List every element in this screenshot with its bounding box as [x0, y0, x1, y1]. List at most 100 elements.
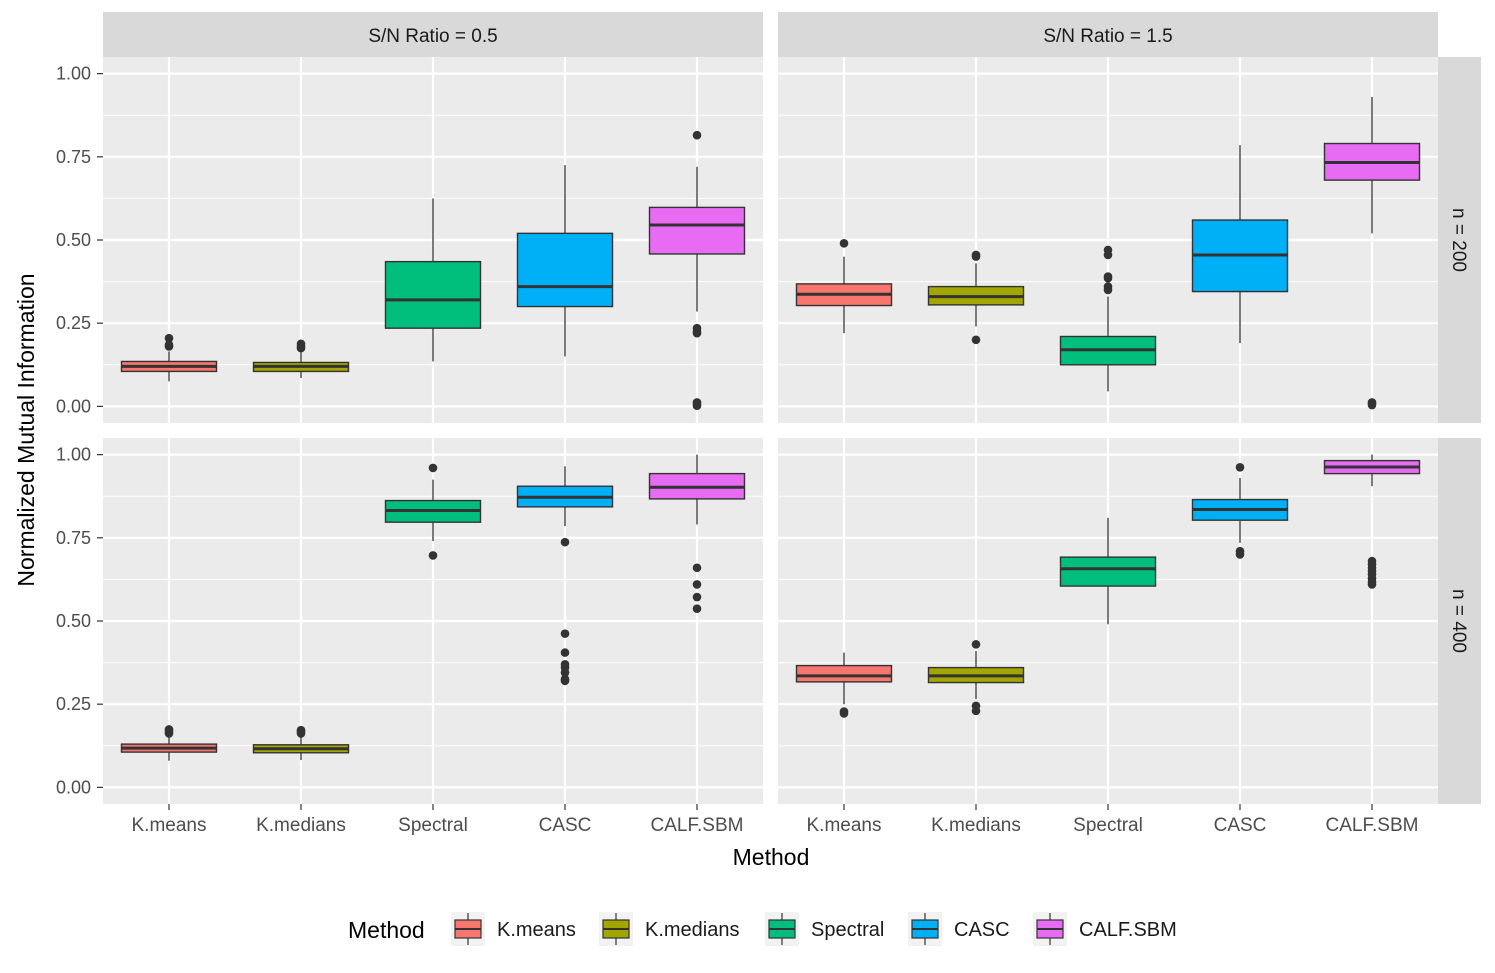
outlier-point: [560, 629, 570, 638]
outlier-point: [296, 339, 306, 349]
legend-label: Spectral: [811, 919, 884, 941]
legend-label: CASC: [954, 919, 1010, 941]
facet-strip-row-2: [1438, 438, 1481, 804]
outlier-point: [296, 725, 306, 735]
box-spectral: [1059, 245, 1157, 392]
y-tick-label: 0.25: [56, 313, 91, 333]
x-tick-label: K.means: [132, 815, 207, 836]
facet-label-row-2: n = 400: [1448, 589, 1469, 653]
legend-item-k-medians: K.medians: [599, 912, 740, 946]
facet-label-row-1: n = 200: [1448, 208, 1469, 272]
box-k-means: [795, 239, 893, 334]
outlier-point: [971, 250, 981, 260]
box-k-means: [120, 725, 218, 761]
box-iqr: [384, 260, 482, 329]
legend-label: K.means: [497, 919, 576, 941]
x-tick-label: K.medians: [931, 815, 1021, 836]
outlier-point: [971, 335, 981, 345]
legend: Method K.means K.medians Spectral CASC CALF.…: [348, 912, 1177, 946]
boxes-r2-c1: [120, 454, 746, 761]
y-tick-label: 0.00: [56, 777, 91, 797]
outlier-point: [1103, 245, 1113, 255]
outlier-point: [971, 639, 981, 649]
box-k-medians: [927, 639, 1025, 716]
legend-label: CALF.SBM: [1079, 919, 1177, 941]
y-tick-label: 0.50: [56, 611, 91, 631]
box-calf-sbm: [1323, 96, 1421, 410]
outlier-point: [164, 340, 174, 350]
x-tick-label: CALF.SBM: [1326, 815, 1419, 836]
outlier-point: [692, 604, 702, 613]
box-iqr: [648, 206, 746, 255]
y-tick-label: 1.00: [56, 64, 91, 84]
facet-strips: S/N Ratio = 0.5 S/N Ratio = 1.5 n = 200 n =…: [103, 12, 1481, 804]
boxes-r1-c1: [120, 130, 746, 410]
box-calf-sbm: [648, 130, 746, 410]
outlier-point: [1367, 400, 1377, 410]
legend-label: K.medians: [645, 919, 740, 941]
box-k-medians: [252, 339, 350, 379]
outlier-point: [560, 537, 570, 547]
x-tick-label: CASC: [1214, 815, 1267, 836]
outlier-point: [428, 463, 438, 473]
box-spectral: [1059, 517, 1157, 625]
x-tick-label: CASC: [539, 815, 592, 836]
outlier-point: [428, 551, 438, 560]
outlier-point: [692, 130, 702, 140]
box-k-medians: [252, 725, 350, 761]
outlier-point: [164, 725, 174, 734]
facet-strip-col-1: [103, 12, 763, 57]
outlier-point: [692, 563, 702, 573]
box-k-means: [120, 333, 218, 382]
box-spectral: [384, 198, 482, 362]
box-iqr: [516, 232, 614, 308]
box-calf-sbm: [648, 454, 746, 613]
box-iqr: [795, 664, 893, 683]
x-axis-title: Method: [733, 844, 810, 870]
outlier-point: [560, 668, 570, 677]
legend-item-casc: CASC: [908, 912, 1010, 946]
outlier-point: [839, 239, 849, 248]
outlier-point: [971, 706, 981, 716]
y-tick-label: 0.75: [56, 147, 91, 167]
box-calf-sbm: [1323, 454, 1421, 589]
boxes-r2-c2: [795, 454, 1421, 718]
y-tick-label: 0.75: [56, 528, 91, 548]
outlier-point: [164, 333, 174, 343]
y-tick-label: 1.00: [56, 445, 91, 465]
outlier-point: [1103, 272, 1113, 281]
outlier-point: [1367, 580, 1377, 589]
box-casc: [516, 165, 614, 357]
outlier-point: [839, 709, 849, 718]
y-tick-label: 0.50: [56, 230, 91, 250]
facet-panels: [103, 57, 1438, 804]
facet-strip-row-1: [1438, 57, 1481, 423]
box-casc: [1191, 145, 1289, 344]
box-k-medians: [927, 250, 1025, 345]
facet-label-col-1: S/N Ratio = 0.5: [368, 26, 497, 47]
outlier-point: [692, 401, 702, 410]
axes: 0.00 0.25 0.50 0.75 1.00 0.00 0.25 0.50 0.75 1.00…: [56, 64, 1419, 836]
facet-label-col-2: S/N Ratio = 1.5: [1043, 26, 1172, 47]
outlier-point: [560, 676, 570, 686]
legend-item-calf-sbm: CALF.SBM: [1033, 912, 1177, 946]
box-k-means: [795, 652, 893, 718]
y-tick-label: 0.25: [56, 694, 91, 714]
x-tick-label: Spectral: [1073, 815, 1143, 836]
legend-title: Method: [348, 917, 425, 943]
box-iqr: [1059, 556, 1157, 587]
outlier-point: [1235, 550, 1245, 559]
outlier-point: [560, 648, 570, 657]
legend-item-k-means: K.means: [451, 912, 576, 946]
outlier-point: [1103, 282, 1113, 291]
outlier-point: [692, 580, 702, 589]
x-tick-label: K.means: [807, 815, 882, 836]
y-tick-label: 0.00: [56, 396, 91, 416]
box-casc: [516, 466, 614, 686]
box-spectral: [384, 463, 482, 560]
x-tick-label: CALF.SBM: [651, 815, 744, 836]
outlier-point: [692, 328, 702, 338]
outlier-point: [692, 592, 702, 602]
x-tick-label: Spectral: [398, 815, 468, 836]
